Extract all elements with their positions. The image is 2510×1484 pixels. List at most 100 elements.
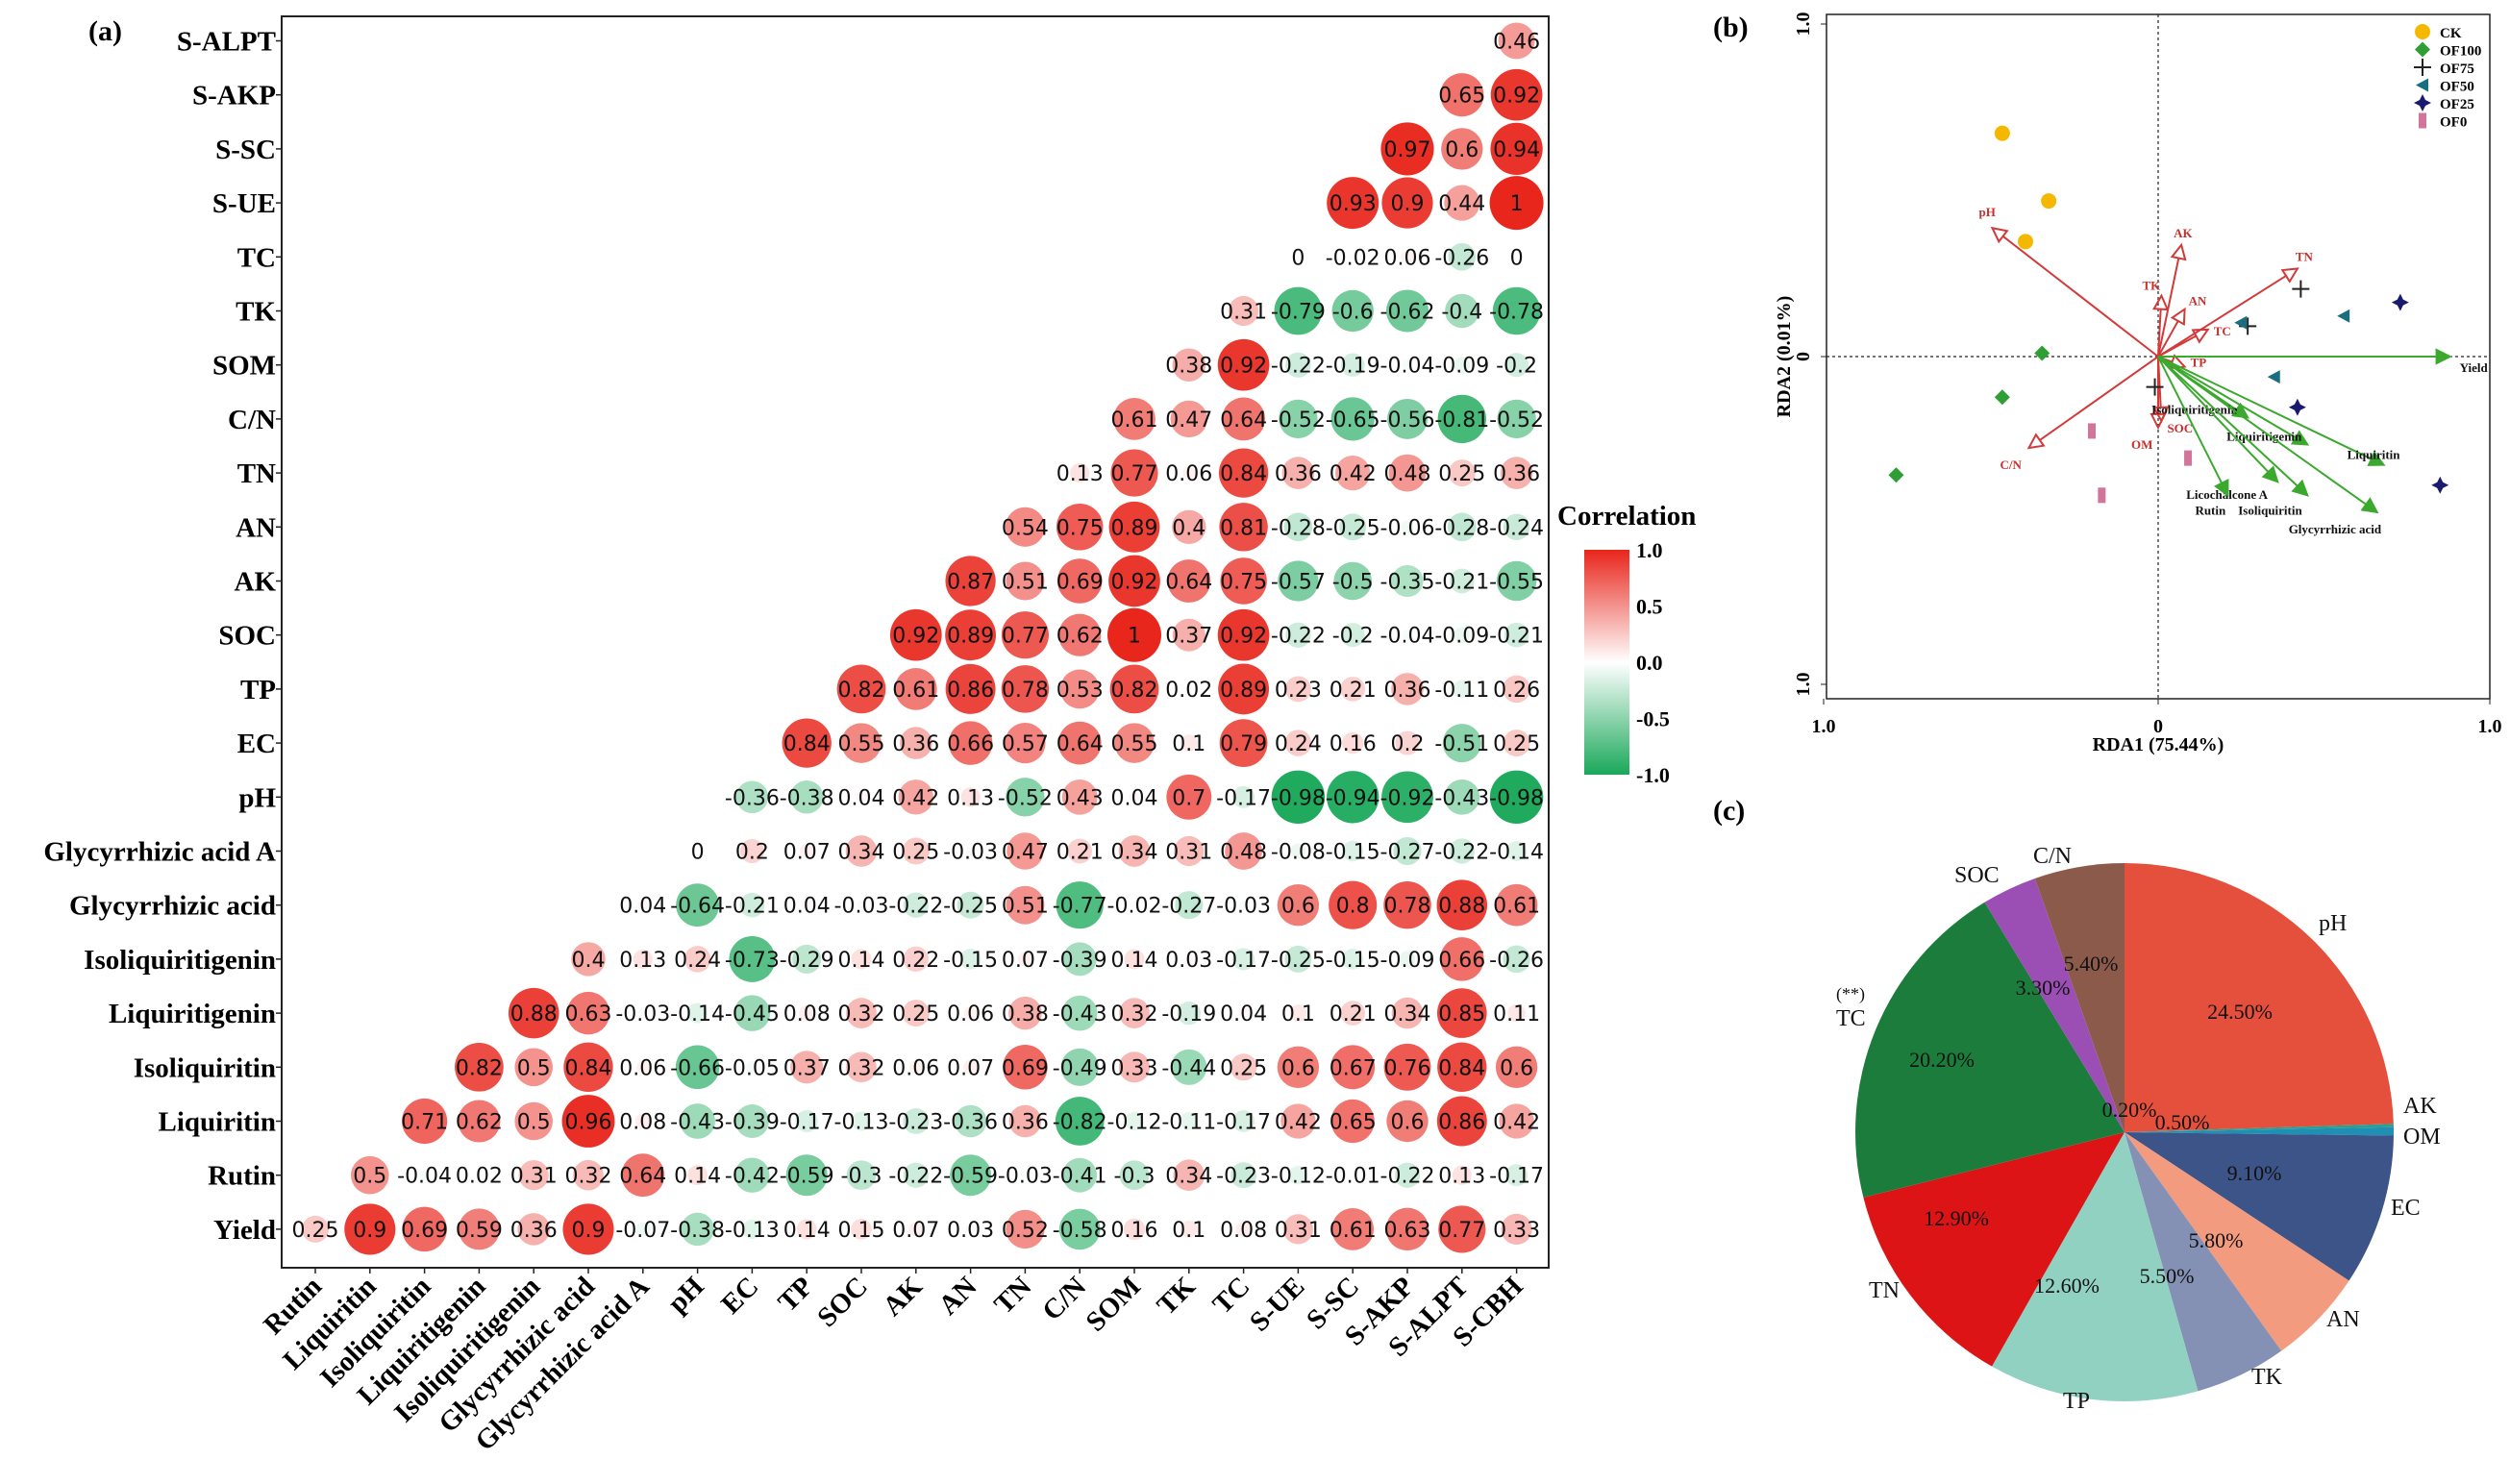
correlation-value: 0.31 <box>1275 1219 1322 1243</box>
env-arrow-label: TC <box>2214 324 2231 338</box>
correlation-value: -0.12 <box>1271 1165 1326 1189</box>
correlation-circle <box>945 609 997 661</box>
pie-slice-label: pH <box>2319 911 2347 936</box>
correlation-value: 0.06 <box>619 1056 666 1080</box>
correlation-value: 0.25 <box>892 1002 939 1026</box>
correlation-value: 0.88 <box>1438 895 1485 919</box>
correlation-value: 0.64 <box>619 1165 666 1189</box>
correlation-value: -0.17 <box>780 1111 834 1135</box>
row-label: Yield <box>213 1215 276 1246</box>
correlation-value: -0.01 <box>1326 1165 1380 1189</box>
correlation-value: -0.27 <box>1161 895 1216 919</box>
correlation-value: -0.08 <box>1271 841 1326 865</box>
correlation-circle <box>856 791 867 803</box>
correlation-value: 0.13 <box>619 949 666 973</box>
correlation-circle <box>1058 613 1102 656</box>
correlation-circle <box>742 1219 762 1239</box>
sample-point-OF50 <box>2234 315 2248 330</box>
row-label: Glycyrrhizic acid <box>69 891 276 922</box>
legend-label: OF75 <box>2440 62 2474 77</box>
correlation-value: 0.14 <box>838 949 885 973</box>
correlation-value: 0 <box>1291 246 1305 270</box>
correlation-value: -0.56 <box>1380 408 1435 433</box>
correlation-circle <box>1333 561 1372 601</box>
correlation-value: -0.77 <box>1053 895 1107 919</box>
correlation-circle <box>1454 627 1471 644</box>
correlation-circle <box>1342 731 1364 754</box>
pie-slice-AN <box>2125 1132 2349 1351</box>
correlation-value: -0.11 <box>1161 1111 1216 1135</box>
correlation-circle <box>963 1059 979 1075</box>
correlation-circle <box>957 891 984 919</box>
correlation-circle <box>1278 560 1319 602</box>
correlation-circle <box>1118 835 1151 867</box>
correlation-value: 1 <box>1128 625 1141 649</box>
pie-slice-TP <box>1992 1132 2199 1401</box>
correlation-circle <box>1380 122 1434 176</box>
correlation-value: -0.3 <box>1114 1165 1156 1189</box>
correlation-circle <box>1437 394 1487 444</box>
correlation-circle <box>1284 730 1312 756</box>
correlation-value: -0.14 <box>1489 841 1544 865</box>
correlation-value: 0.13 <box>1056 462 1104 486</box>
correlation-circle <box>1402 359 1413 371</box>
correlation-value: -0.73 <box>725 949 780 973</box>
response-arrow-label: Glycyrrhizic acid <box>2289 522 2382 536</box>
correlation-value: 0.34 <box>1111 841 1158 865</box>
correlation-circle <box>1180 734 1198 752</box>
correlation-value: 0.48 <box>1384 462 1431 486</box>
correlation-value: -0.03 <box>998 1165 1053 1189</box>
correlation-value: 0.42 <box>892 786 939 810</box>
correlation-circle <box>1109 664 1159 714</box>
correlation-value: -0.35 <box>1380 571 1435 595</box>
y-tick-label: 1.0 <box>1793 673 1814 697</box>
column-label: SOC <box>811 1271 874 1333</box>
response-Liquiritin-arrow-head <box>2367 451 2386 466</box>
correlation-circle <box>1381 771 1433 824</box>
correlation-value: 0.16 <box>1330 732 1377 756</box>
correlation-value: 0.77 <box>1111 462 1158 486</box>
correlation-circle <box>1436 879 1488 930</box>
correlation-circle <box>1056 558 1103 604</box>
correlation-circle <box>1383 1043 1431 1091</box>
correlation-value: -0.36 <box>725 786 780 810</box>
x-tick-label: 0 <box>2153 716 2163 737</box>
correlation-circle <box>1058 1208 1101 1250</box>
correlation-value: -0.5 <box>1332 571 1374 595</box>
correlation-circle <box>1503 730 1530 757</box>
correlation-value: 0.92 <box>892 625 939 649</box>
correlation-value: -0.98 <box>1271 786 1326 810</box>
correlation-value: 0.59 <box>456 1219 503 1243</box>
correlation-circle <box>1387 398 1428 439</box>
response-Licochalcone-A-arrow-head <box>2261 465 2279 483</box>
legend-label: OF25 <box>2440 97 2474 112</box>
correlation-value: 0.25 <box>892 841 939 865</box>
correlation-value: 0.84 <box>565 1056 612 1080</box>
panel-b-rda-biplot: (b) 1.0 0 1.0 1.0 0 1.0 pH AK TN TK AN TC TP C/N OM SOC… <box>1713 12 2502 755</box>
correlation-value: -0.15 <box>1326 841 1380 865</box>
correlation-value: 0.7 <box>1172 786 1205 810</box>
correlation-value: 0.04 <box>838 786 885 810</box>
correlation-value: 0.64 <box>1220 408 1267 433</box>
correlation-value: 0.38 <box>1002 1002 1049 1026</box>
correlation-circle <box>1006 561 1045 601</box>
correlation-value: -0.92 <box>1380 786 1435 810</box>
correlation-circle <box>517 1213 550 1246</box>
correlation-circle <box>1340 353 1365 377</box>
correlation-circle <box>302 1215 329 1243</box>
pie-slice-percent: 12.60% <box>2034 1274 2100 1298</box>
correlation-circle <box>795 1109 818 1133</box>
column-label: AN <box>932 1271 982 1321</box>
correlation-value: 0.34 <box>1165 1165 1212 1189</box>
correlation-circle <box>563 1042 613 1092</box>
correlation-value: -0.19 <box>1326 355 1380 379</box>
correlation-circle <box>857 900 866 910</box>
correlation-value: -0.03 <box>1216 895 1271 919</box>
correlation-circle <box>845 835 878 867</box>
correlation-circle <box>902 1000 930 1027</box>
correlation-circle <box>566 991 610 1035</box>
correlation-value: 0.36 <box>1493 462 1540 486</box>
correlation-value: -0.78 <box>1489 301 1544 325</box>
sample-point-OF100 <box>1994 389 2010 406</box>
row-label: EC <box>237 729 276 759</box>
